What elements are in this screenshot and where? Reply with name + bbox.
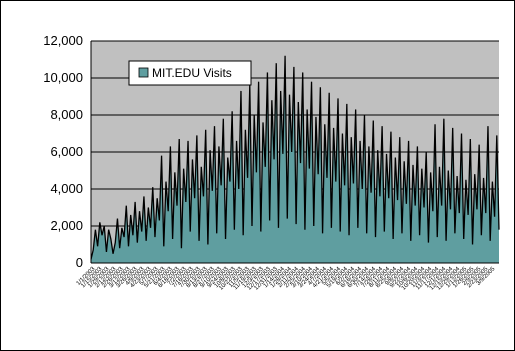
legend-swatch: [138, 67, 149, 78]
legend-box: [128, 60, 252, 86]
y-tick-label: 10,000: [43, 70, 83, 85]
y-tick-label: 6,000: [50, 144, 83, 159]
y-tick-label: 0: [76, 255, 83, 270]
y-tick-label: 4,000: [50, 181, 83, 196]
y-tick-label: 12,000: [43, 33, 83, 48]
x-axis-tick-labels: 1/1/20031/15/20031/29/20032/12/20032/26/…: [76, 266, 497, 292]
y-tick-label: 2,000: [50, 218, 83, 233]
legend-label: MIT.EDU Visits: [152, 66, 232, 80]
legend: MIT.EDU Visits: [128, 60, 252, 86]
series-line-mit-edu-visits: [90, 55, 500, 260]
y-tick-label: 8,000: [50, 107, 83, 122]
axes: [90, 41, 499, 264]
y-axis-tick-labels: 0 2,000 4,000 6,000 8,000 10,000 12,000: [43, 33, 83, 270]
